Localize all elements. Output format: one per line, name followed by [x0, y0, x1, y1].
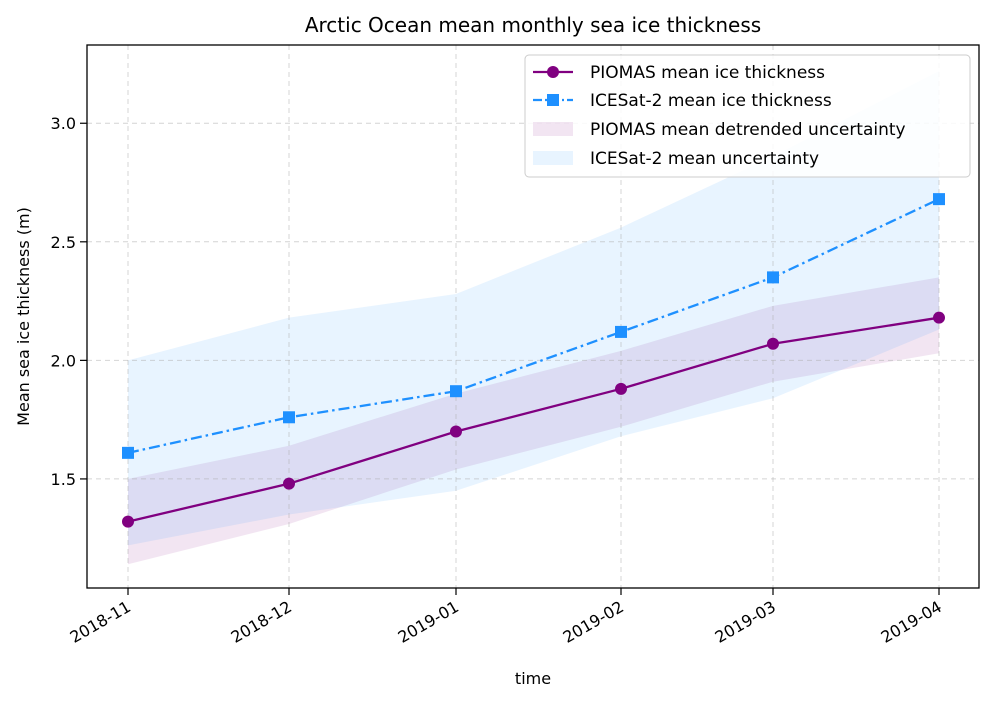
legend-label-3: PIOMAS mean detrended uncertainty: [590, 120, 906, 140]
y-tick-label-2: 2.0: [51, 351, 76, 370]
plot-frame: [86, 44, 980, 589]
x-axis-title: time: [515, 669, 551, 688]
y-tick-label-3: 2.5: [51, 233, 76, 252]
legend: PIOMAS mean ice thickness ICESat-2 mean i…: [524, 54, 971, 178]
series-line-1: [127, 316, 940, 523]
point-2-1: [122, 446, 134, 459]
x-tick-label-4: 2019-02: [560, 597, 627, 647]
point-1-4: [615, 382, 627, 395]
legend-label-1: PIOMAS mean ice thickness: [590, 63, 825, 83]
chart-title: Arctic Ocean mean monthly sea ice thickn…: [305, 13, 761, 37]
y-tick-label-1: 1.5: [51, 470, 76, 489]
point-1-3: [450, 425, 462, 438]
point-2-4: [615, 325, 627, 338]
point-1-6: [933, 311, 945, 324]
x-tick-label-5: 2019-03: [712, 597, 779, 647]
point-1-1: [122, 515, 134, 528]
uncertainty-band-1: [128, 277, 939, 565]
x-tick-label-1: 2018-11: [67, 597, 134, 647]
uncertainty-band-2: [128, 71, 939, 546]
x-tick-label-6: 2019-04: [878, 597, 945, 647]
point-2-6: [933, 193, 945, 206]
point-1-5: [767, 337, 779, 350]
y-axis: 1.5 2.0 2.5 3.0: [51, 114, 87, 489]
y-axis-title: Mean sea ice thickness (m): [14, 207, 33, 426]
legend-swatch-marker-2: [547, 94, 559, 106]
x-axis: 2018-11 2018-12 2019-01 2019-02 2019-03 2019-…: [67, 588, 945, 647]
legend-swatch-band-3: [533, 122, 573, 136]
point-1-2: [283, 477, 295, 490]
point-2-2: [283, 411, 295, 424]
legend-swatch-band-4: [533, 151, 573, 165]
point-2-5: [767, 271, 779, 284]
point-2-3: [450, 385, 462, 398]
y-tick-label-4: 3.0: [51, 114, 76, 133]
legend-label-4: ICESat-2 mean uncertainty: [590, 149, 819, 169]
uncertainty-bands: [128, 71, 939, 565]
series-markers: [122, 193, 945, 528]
series-line-2: [127, 198, 940, 454]
x-tick-label-2: 2018-12: [228, 597, 295, 647]
legend-label-2: ICESat-2 mean ice thickness: [590, 91, 832, 111]
legend-box: [524, 54, 971, 178]
legend-swatch-marker-1: [547, 66, 559, 78]
x-tick-label-3: 2019-01: [395, 597, 462, 647]
series-lines: [127, 198, 940, 523]
